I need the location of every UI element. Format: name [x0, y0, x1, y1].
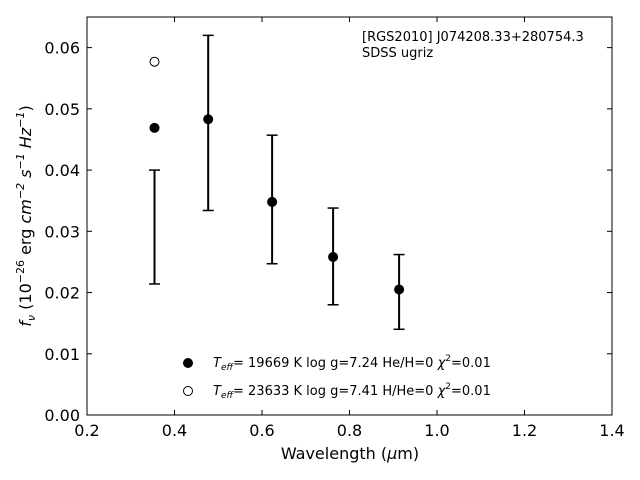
legend-entry-2: Teff= 23633 K log g=7.41 H/He=0 χ2=0.01 [213, 382, 491, 401]
model-point-s0-1 [203, 114, 214, 125]
y-tick-label-6: 0.06 [44, 39, 80, 58]
legend-marker-filled [183, 358, 193, 368]
y-tick-label-2: 0.02 [44, 284, 80, 303]
annotation-line1: [RGS2010] J074208.33+280754.3 [362, 30, 584, 45]
y-tick-label-4: 0.04 [44, 161, 80, 180]
x-tick-label-0: 0.2 [74, 421, 99, 440]
y-axis-label: fν (10−26 erg cm−2 s−1 Hz−1) [14, 105, 38, 326]
model-point-s1-0 [149, 56, 160, 67]
y-tick-label-0: 0.00 [44, 406, 80, 425]
y-tick-label-3: 0.03 [44, 222, 80, 241]
legend-entry-1: Teff= 19669 K log g=7.24 He/H=0 χ2=0.01 [213, 354, 491, 373]
legend: Teff= 19669 K log g=7.24 He/H=0 χ2=0.01 … [183, 354, 491, 401]
x-tick-label-4: 1.0 [424, 421, 449, 440]
data-points [149, 56, 405, 295]
ticks: 0.2 0.4 0.6 0.8 1.0 1.2 1.4 0.00 0.01 0.02 0.03 0.0… [44, 17, 625, 440]
x-tick-label-5: 1.2 [512, 421, 537, 440]
y-tick-label-1: 0.01 [44, 345, 80, 364]
x-tick-label-2: 0.6 [249, 421, 274, 440]
x-tick-label-3: 0.8 [337, 421, 362, 440]
model-point-s0-3 [328, 252, 339, 263]
model-point-s0-2 [267, 196, 278, 207]
annotation-line2: SDSS ugriz [362, 46, 433, 61]
legend-marker-open [183, 386, 193, 396]
x-axis-label: Wavelength (μm) [281, 444, 419, 463]
model-point-s0-0 [149, 122, 160, 133]
model-point-s0-4 [394, 284, 405, 295]
plot-frame [86, 16, 613, 416]
x-tick-label-6: 1.4 [599, 421, 624, 440]
error-bars [149, 34, 405, 331]
x-tick-label-1: 0.4 [162, 421, 187, 440]
y-tick-label-5: 0.05 [44, 100, 80, 119]
